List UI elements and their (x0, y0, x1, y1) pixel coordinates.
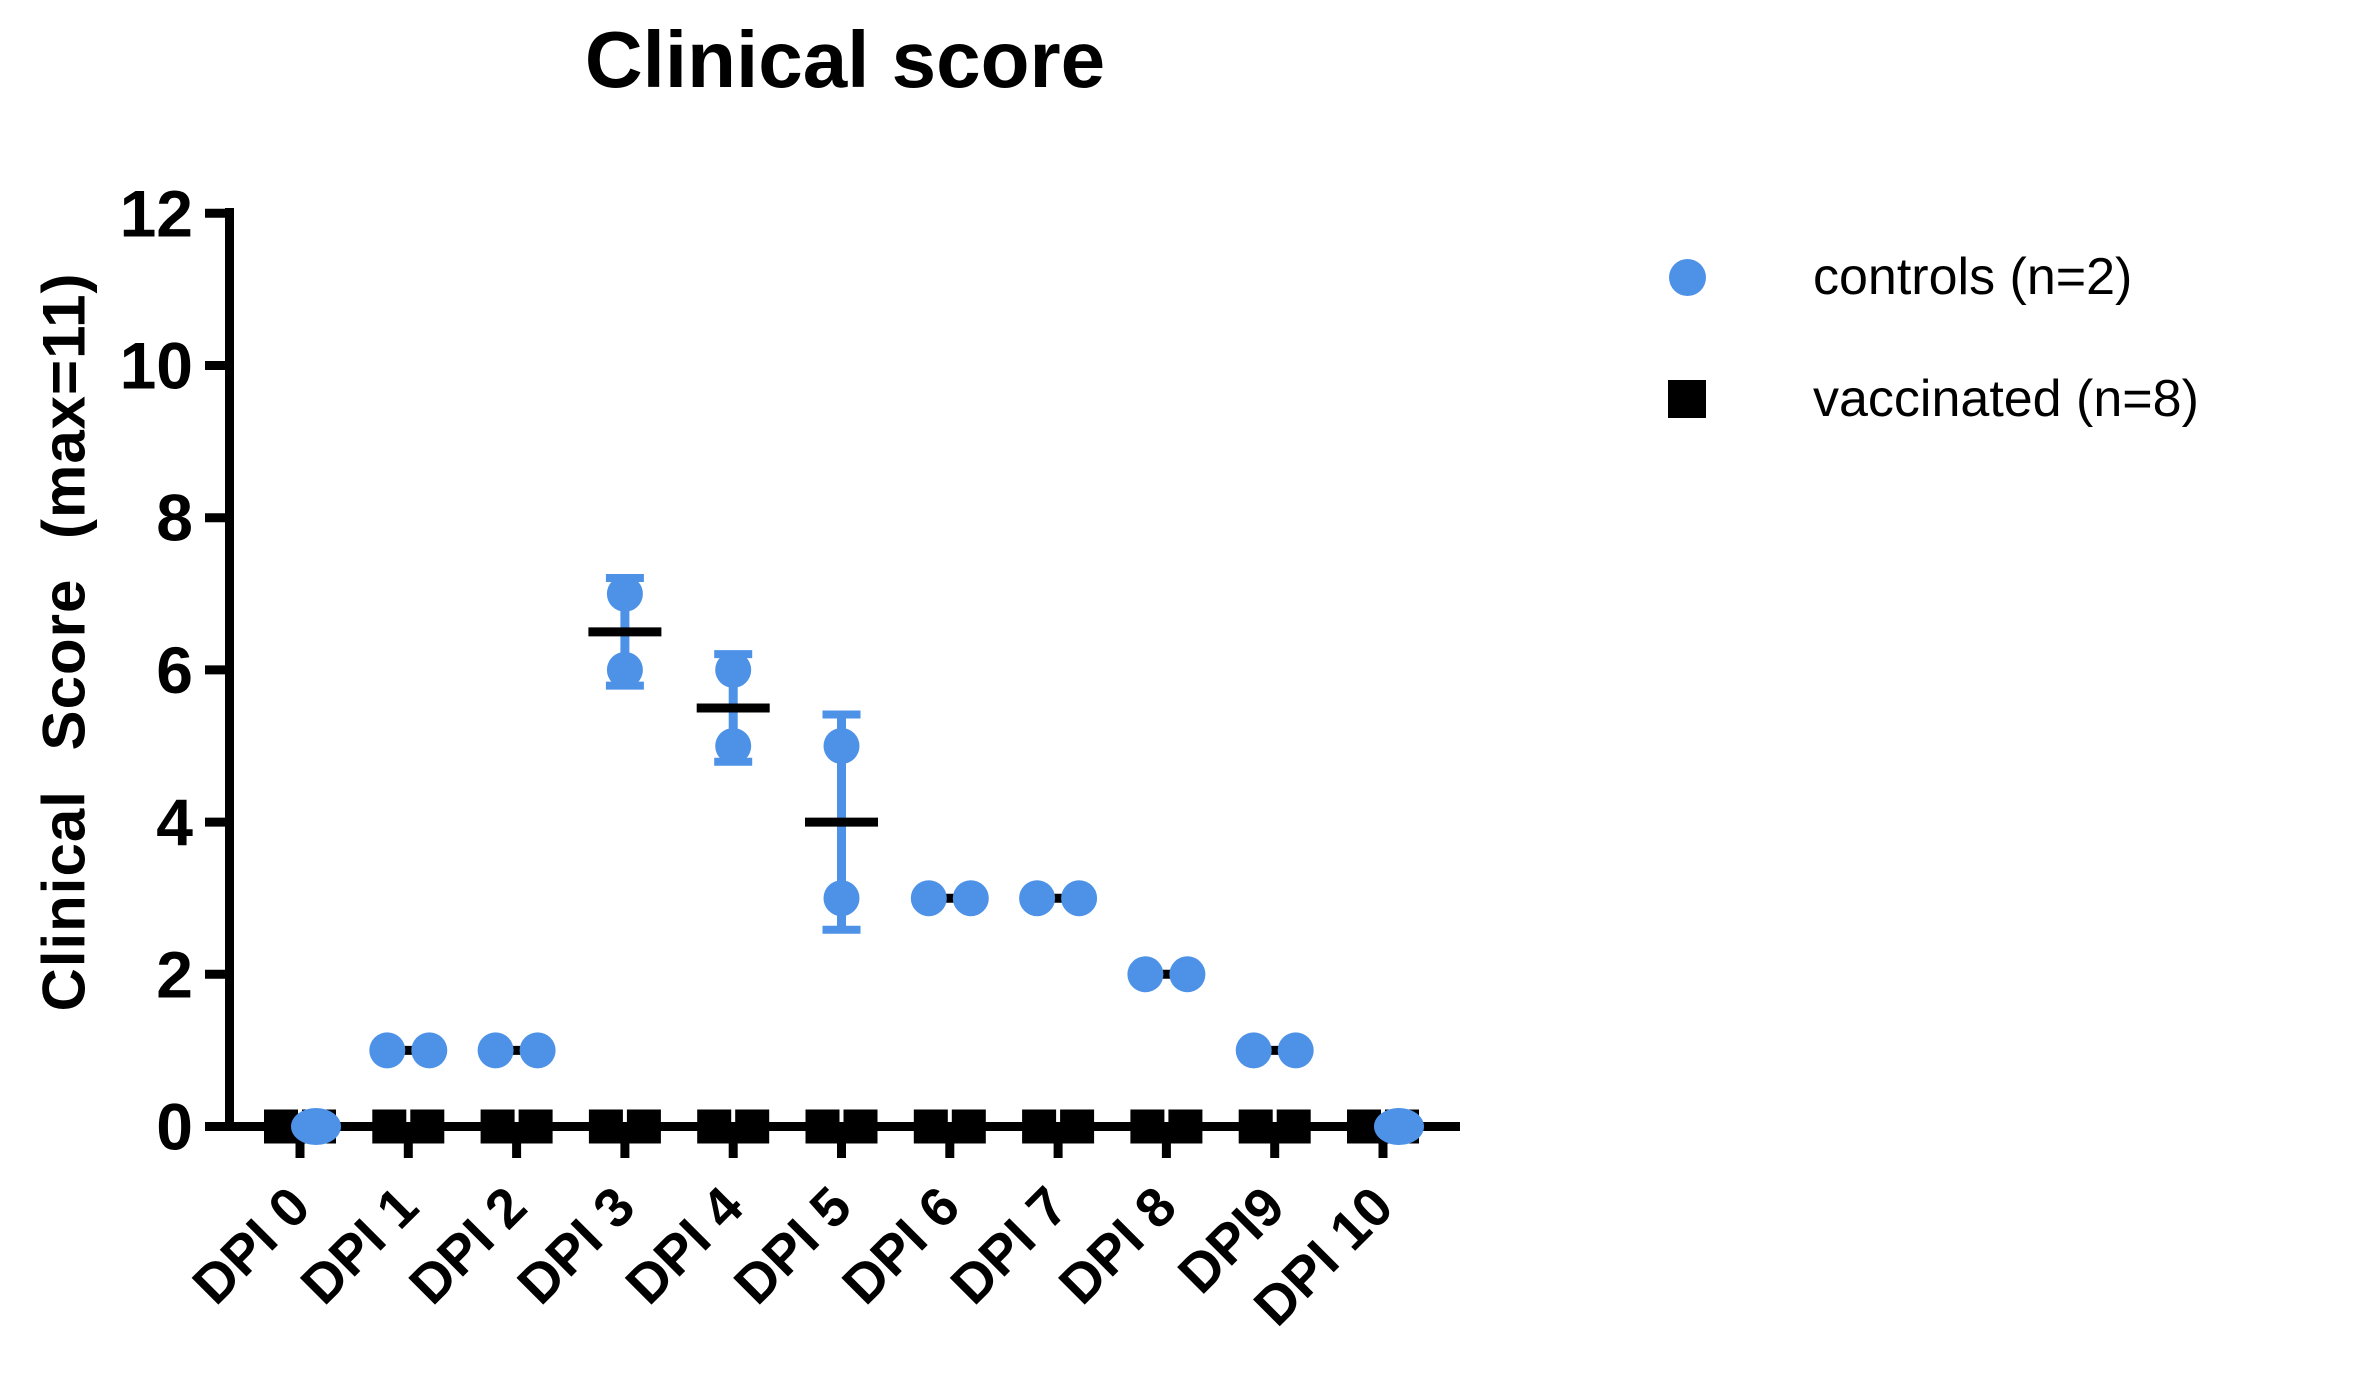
svg-text:DPI 1: DPI 1 (289, 1175, 430, 1316)
svg-text:DPI 5: DPI 5 (722, 1175, 863, 1316)
chart-title: Clinical score (584, 15, 1106, 104)
svg-text:6: 6 (156, 633, 193, 707)
svg-text:12: 12 (120, 176, 193, 250)
svg-text:10: 10 (120, 329, 193, 403)
controls-circle-marker-icon (1669, 258, 1706, 296)
svg-text:DPI 7: DPI 7 (938, 1175, 1079, 1316)
legend-label-controls: controls (n=2) (1813, 248, 2133, 306)
svg-text:2: 2 (156, 937, 193, 1011)
vaccinated-square-marker-icon (1668, 380, 1706, 418)
svg-text:0: 0 (156, 1090, 193, 1164)
legend-item-vaccinated: vaccinated (n=8) (1650, 369, 2199, 429)
svg-text:DPI 8: DPI 8 (1047, 1175, 1188, 1316)
svg-text:8: 8 (156, 481, 193, 555)
svg-text:DPI 6: DPI 6 (830, 1175, 971, 1316)
svg-text:DPI 2: DPI 2 (397, 1175, 538, 1316)
svg-text:DPI 4: DPI 4 (614, 1174, 755, 1315)
legend-item-controls: controls (n=2) (1650, 247, 2132, 307)
svg-text:DPI 0: DPI 0 (180, 1175, 321, 1316)
legend-label-vaccinated: vaccinated (n=8) (1813, 370, 2199, 428)
svg-text:4: 4 (156, 785, 193, 859)
svg-text:DPI 3: DPI 3 (505, 1175, 646, 1316)
